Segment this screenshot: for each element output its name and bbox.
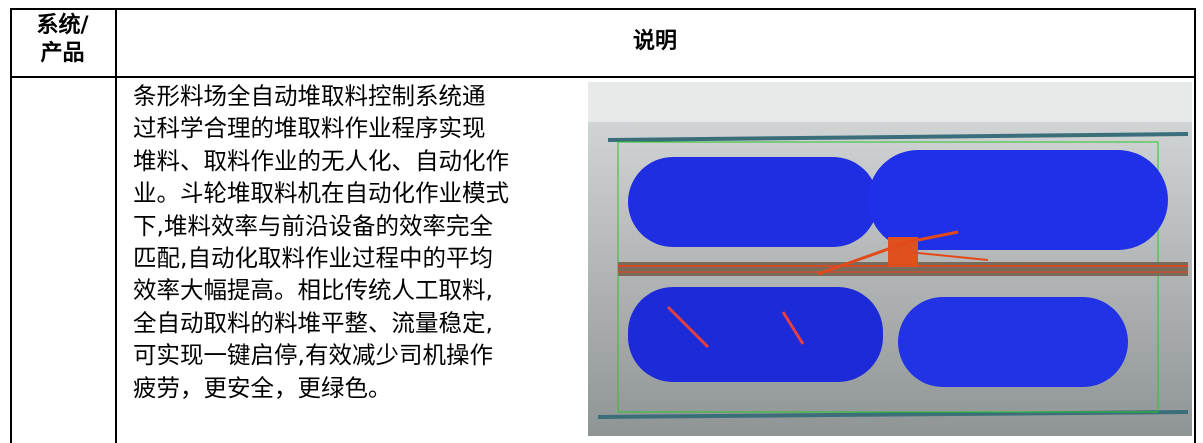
header-text: 系统/ (36, 13, 89, 38)
header-cell: 说明 (632, 29, 677, 54)
text-line: 疲劳，更安全，更绿色。 (133, 373, 392, 402)
header-text: 产品 (40, 41, 85, 66)
text-line: 可实现一键启停,有效减少司机操作 (133, 341, 493, 370)
text-line: 条形料场全自动堆取料控制系统通 (133, 82, 486, 110)
description: 条形料场全自动堆取料控制系统通 过科学合理的堆取料作业程序实现 堆料、取料作业的无人… (133, 80, 583, 404)
table-border (10, 8, 1196, 10)
text-line: 效率大幅提高。相比传统人工取料, (133, 276, 493, 305)
text-line: 过科学合理的堆取料作业程序实现 (133, 114, 486, 143)
table-border (10, 76, 1196, 78)
stacker-reclaimer-image (588, 82, 1192, 436)
header-cell: 系统/ 产品 (10, 12, 115, 68)
table-border (1194, 8, 1196, 443)
table-border (115, 8, 117, 443)
text-line: 匹配,自动化取料作业过程中的平均 (133, 244, 493, 273)
text-line: 下,堆料效率与前沿设备的效率完全 (133, 211, 493, 240)
text-line: 业。斗轮堆取料机在自动化作业模式 (133, 179, 509, 208)
text-line: 全自动取料的料堆平整、流量稳定, (133, 308, 493, 337)
table-border (10, 8, 12, 443)
text-line: 堆料、取料作业的无人化、自动化作 (133, 146, 509, 175)
